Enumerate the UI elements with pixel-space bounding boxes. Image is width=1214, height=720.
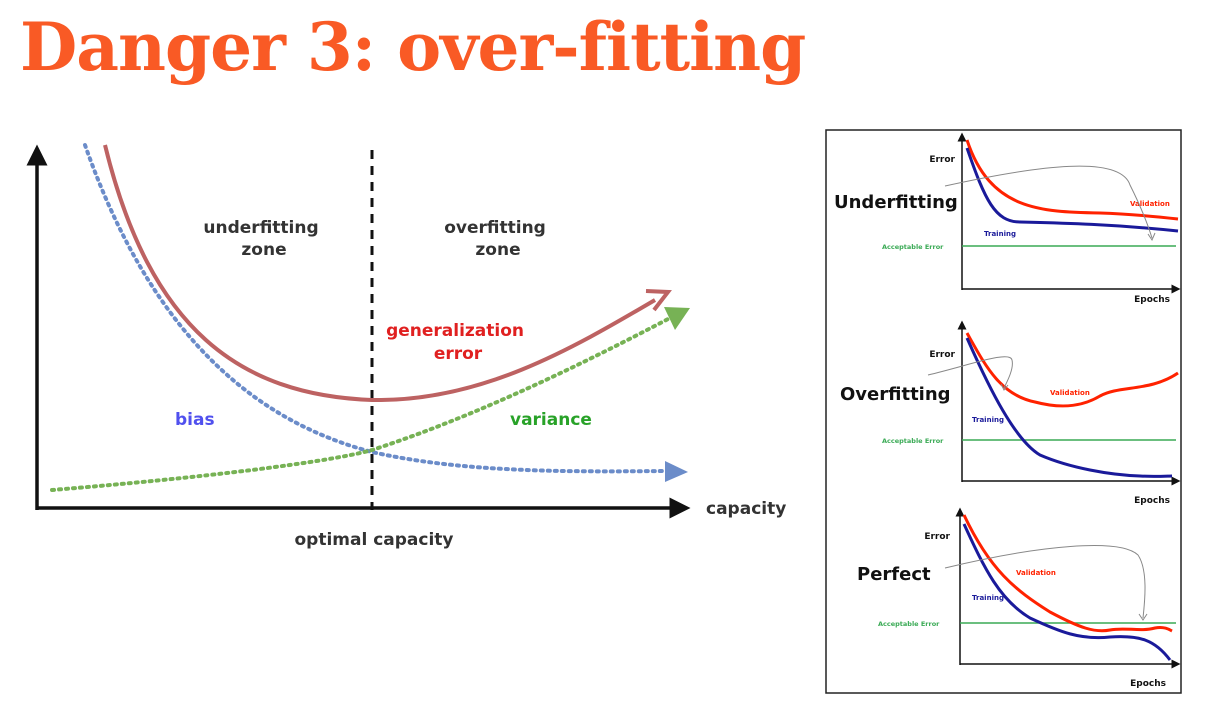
perfect-training-label: Training (972, 594, 1004, 602)
overfitting-validation-curve (965, 332, 1179, 408)
underfitting-validation-curve (965, 139, 1179, 221)
underfitting-panel-label: Underfitting (834, 192, 958, 213)
underfitting-zone-line2: zone (241, 240, 286, 260)
overfitting-acceptable-label: Acceptable Error (882, 437, 944, 445)
overfitting-panel-label: Overfitting (840, 384, 951, 405)
overfitting-zone-line2: zone (475, 240, 520, 260)
overfitting-training-curve (965, 337, 1173, 478)
generalization-error-line2: error (434, 344, 483, 364)
perfect-validation-label: Validation (1016, 569, 1056, 577)
underfitting-acceptable-label: Acceptable Error (882, 243, 944, 251)
bias-arrow-head (665, 461, 688, 482)
perfect-error-label: Error (924, 532, 950, 542)
underfitting-training-label: Training (984, 230, 1016, 238)
capacity-axis-label: capacity (706, 499, 786, 519)
perfect-pointer-line (944, 545, 1146, 619)
underfitting-training-curve (965, 147, 1179, 233)
panel-perfect: Error Epochs Acceptable Error Validation… (857, 507, 1181, 689)
perfect-acceptable-label: Acceptable Error (878, 620, 940, 628)
slide-title: Danger 3: over-fitting (20, 8, 806, 86)
overfitting-error-label: Error (929, 350, 955, 360)
overfitting-training-label: Training (972, 416, 1004, 424)
perfect-validation-curve (962, 514, 1173, 633)
bias-curve (83, 143, 667, 474)
underfitting-zone-line1: underfitting (203, 218, 318, 238)
variance-label: variance (510, 410, 592, 430)
generalization-error-label: generalization error (386, 321, 530, 364)
overfitting-validation-label: Validation (1050, 389, 1090, 397)
overfitting-zone-label: overfitting zone (444, 218, 552, 260)
variance-arrow-head (664, 307, 690, 330)
generalization-error-curve (103, 144, 657, 403)
perfect-epochs-label: Epochs (1130, 679, 1166, 689)
panel-underfitting: Error Epochs Acceptable Error Validation… (834, 132, 1181, 305)
underfitting-epochs-label: Epochs (1134, 295, 1170, 305)
optimal-capacity-label: optimal capacity (294, 530, 453, 550)
generalization-arrow-head (645, 289, 672, 312)
overfitting-epochs-label: Epochs (1134, 496, 1170, 506)
underfitting-validation-label: Validation (1130, 200, 1170, 208)
perfect-training-curve (962, 523, 1172, 661)
variance-curve (50, 316, 672, 492)
overfitting-zone-line1: overfitting (444, 218, 546, 238)
underfitting-error-label: Error (929, 155, 955, 165)
perfect-panel-label: Perfect (857, 564, 931, 585)
generalization-error-line1: generalization (386, 321, 524, 341)
overfitting-pointer-line (927, 356, 1013, 389)
underfitting-pointer-line (944, 165, 1153, 239)
panel-overfitting: Error Epochs Acceptable Error Validation… (840, 320, 1181, 506)
bias-label: bias (175, 410, 215, 430)
underfitting-zone-label: underfitting zone (203, 218, 324, 260)
